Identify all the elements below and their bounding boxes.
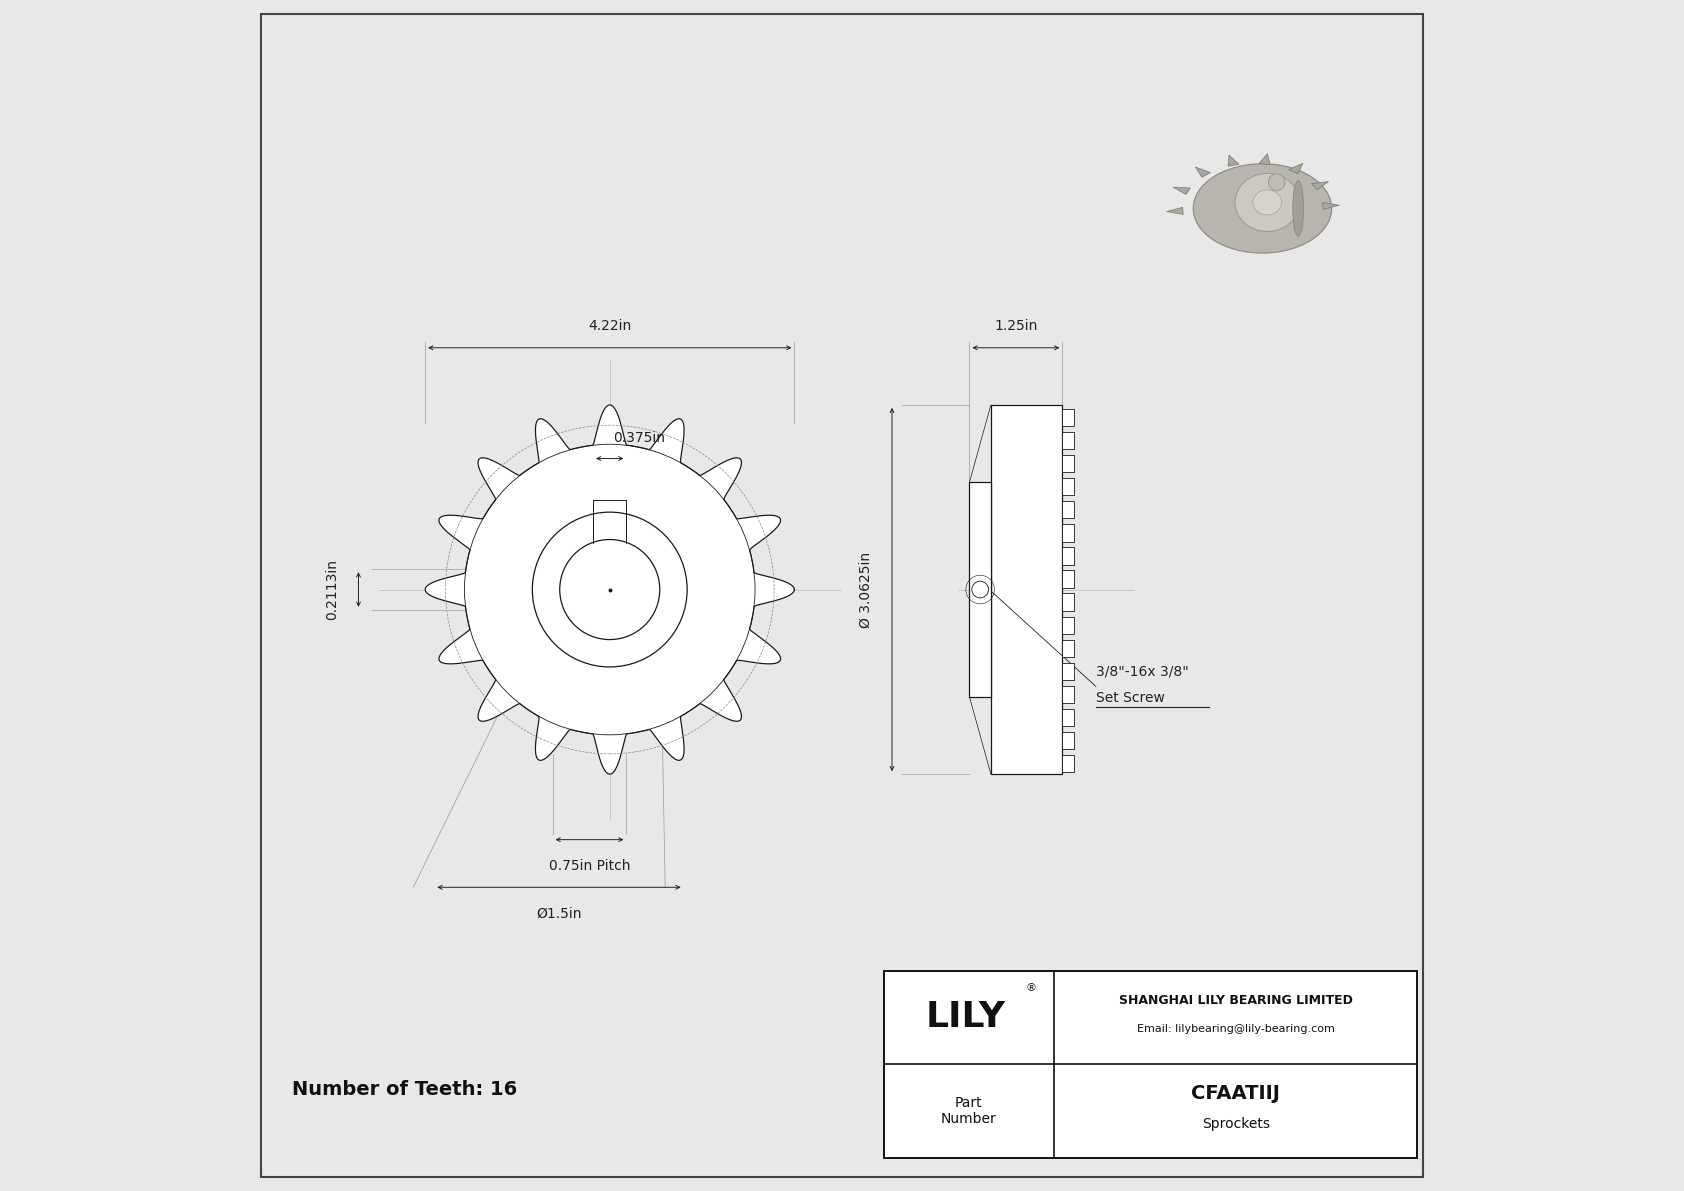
Polygon shape xyxy=(1228,155,1239,167)
Polygon shape xyxy=(1312,181,1329,189)
Polygon shape xyxy=(1167,207,1184,214)
Bar xyxy=(1063,501,1074,518)
Circle shape xyxy=(1268,174,1285,191)
Text: Email: lilybearing@lily-bearing.com: Email: lilybearing@lily-bearing.com xyxy=(1137,1024,1334,1034)
Bar xyxy=(1063,548,1074,565)
Text: Part
Number: Part Number xyxy=(941,1096,997,1125)
Bar xyxy=(884,971,1418,1158)
Ellipse shape xyxy=(1234,174,1300,231)
Text: Ø1.5in: Ø1.5in xyxy=(536,906,581,921)
Polygon shape xyxy=(424,405,795,774)
Bar xyxy=(1063,455,1074,473)
Bar xyxy=(990,405,1063,774)
Bar xyxy=(1063,524,1074,542)
Polygon shape xyxy=(1196,167,1211,177)
Bar xyxy=(1063,432,1074,449)
Text: Sprockets: Sprockets xyxy=(1202,1117,1270,1130)
Text: Number of Teeth: 16: Number of Teeth: 16 xyxy=(291,1080,517,1099)
Text: CFAATIIJ: CFAATIIJ xyxy=(1191,1085,1280,1103)
Bar xyxy=(1063,593,1074,611)
Text: 0.75in Pitch: 0.75in Pitch xyxy=(549,859,630,873)
Bar xyxy=(1063,709,1074,727)
Polygon shape xyxy=(1288,163,1303,174)
Ellipse shape xyxy=(1293,181,1303,236)
Bar xyxy=(970,482,990,697)
Text: 0.2113in: 0.2113in xyxy=(325,559,338,621)
Text: SHANGHAI LILY BEARING LIMITED: SHANGHAI LILY BEARING LIMITED xyxy=(1118,994,1352,1006)
Bar xyxy=(1063,686,1074,703)
Text: LILY: LILY xyxy=(925,1000,1005,1034)
Bar xyxy=(1063,732,1074,749)
Text: Set Screw: Set Screw xyxy=(1096,691,1165,705)
Ellipse shape xyxy=(1253,191,1282,214)
Text: ®: ® xyxy=(1026,984,1036,993)
Bar xyxy=(1063,640,1074,657)
Bar xyxy=(1063,409,1074,426)
Text: 3/8"-16x 3/8": 3/8"-16x 3/8" xyxy=(1096,665,1189,679)
Text: 0.375in: 0.375in xyxy=(613,431,665,445)
Bar xyxy=(1063,662,1074,680)
Bar xyxy=(1063,570,1074,587)
Polygon shape xyxy=(1322,202,1339,210)
Bar xyxy=(1063,478,1074,495)
Text: 4.22in: 4.22in xyxy=(588,319,632,333)
Bar xyxy=(1063,617,1074,634)
Text: Ø 3.0625in: Ø 3.0625in xyxy=(859,551,872,628)
Text: 1.25in: 1.25in xyxy=(994,319,1037,333)
Polygon shape xyxy=(1260,154,1270,164)
Polygon shape xyxy=(1174,187,1191,194)
Bar xyxy=(1063,755,1074,772)
Ellipse shape xyxy=(1194,164,1332,254)
